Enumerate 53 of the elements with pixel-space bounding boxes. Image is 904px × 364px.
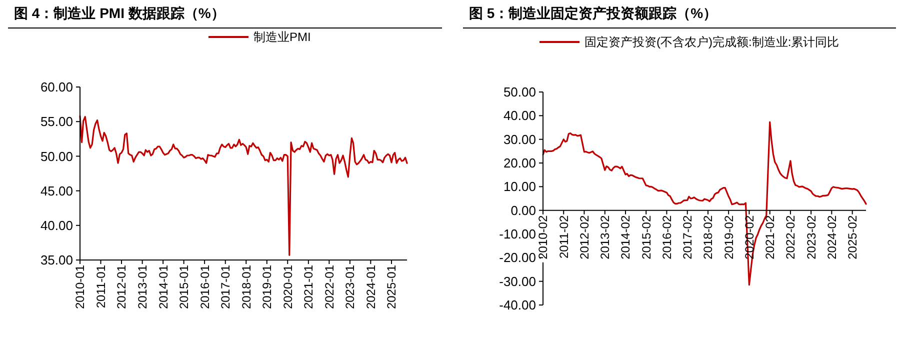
legend-label: 固定资产投资(不含农户)完成额:制造业:累计同比 <box>584 35 840 50</box>
x-tick-label: 2017-02 <box>680 215 695 260</box>
x-tick-label: 2025-02 <box>846 215 860 260</box>
chart-title: 图 4：制造业 PMI 数据跟踪（%） <box>14 5 225 21</box>
y-tick-label: 40.00 <box>40 218 73 233</box>
y-tick-label: 35.00 <box>40 252 73 268</box>
y-tick-label: -30.00 <box>499 274 536 289</box>
x-tick-label: 2024-02 <box>824 215 839 260</box>
y-tick-label: 10.00 <box>503 179 536 194</box>
y-tick-label: 50.00 <box>503 84 536 100</box>
x-tick-label: 2016-02 <box>660 215 674 260</box>
x-tick-label: 2023-02 <box>804 215 818 260</box>
x-tick-label: 2014-01 <box>156 264 170 310</box>
x-tick-label: 2010-01 <box>73 264 88 310</box>
x-tick-label: 2021-01 <box>302 264 316 310</box>
x-tick-label: 2013-01 <box>136 264 150 310</box>
y-tick-label: 55.00 <box>40 114 73 130</box>
x-tick-label: 2018-02 <box>701 215 716 260</box>
x-tick-label: 2016-01 <box>198 264 212 310</box>
y-tick-label: 45.00 <box>40 183 73 198</box>
x-tick-label: 2017-01 <box>218 264 233 310</box>
x-tick-label: 2013-02 <box>598 215 612 260</box>
x-tick-label: 2019-01 <box>260 264 274 310</box>
line-series <box>79 115 408 256</box>
y-tick-label: 50.00 <box>40 148 73 164</box>
x-tick-label: 2021-02 <box>763 215 778 260</box>
x-tick-label: 2022-01 <box>322 264 336 310</box>
x-tick-label: 2012-01 <box>114 264 129 310</box>
y-tick-label: 60.00 <box>40 80 73 95</box>
y-tick-label: -20.00 <box>499 250 536 266</box>
x-tick-label: 2011-02 <box>556 215 571 258</box>
x-tick-label: 2020-02 <box>742 215 756 260</box>
x-tick-label: 2014-02 <box>618 215 633 260</box>
y-tick-label: 30.00 <box>503 132 536 147</box>
x-tick-label: 2018-01 <box>239 264 254 310</box>
y-tick-label: 40.00 <box>503 108 536 124</box>
x-tick-label: 2025-01 <box>384 264 399 310</box>
legend-label: 制造业PMI <box>254 30 311 44</box>
x-tick-label: 2022-02 <box>784 215 798 260</box>
x-tick-label: 2015-02 <box>639 215 654 260</box>
y-tick-label: 20.00 <box>503 156 536 171</box>
y-tick-label: 0.00 <box>510 202 536 218</box>
x-tick-label: 2023-01 <box>343 264 358 310</box>
y-tick-label: -40.00 <box>499 298 536 313</box>
x-tick-label: 2010-02 <box>536 215 550 260</box>
x-tick-label: 2015-01 <box>177 264 192 310</box>
x-tick-label: 2012-02 <box>577 215 592 260</box>
chart-title: 图 5：制造业固定资产投资额跟踪（%） <box>469 5 718 21</box>
x-tick-label: 2019-02 <box>722 215 736 260</box>
y-tick-label: -10.00 <box>499 226 536 242</box>
x-tick-label: 2011-01 <box>94 264 108 308</box>
x-tick-label: 2024-01 <box>364 264 378 310</box>
x-tick-label: 2020-01 <box>280 264 295 310</box>
